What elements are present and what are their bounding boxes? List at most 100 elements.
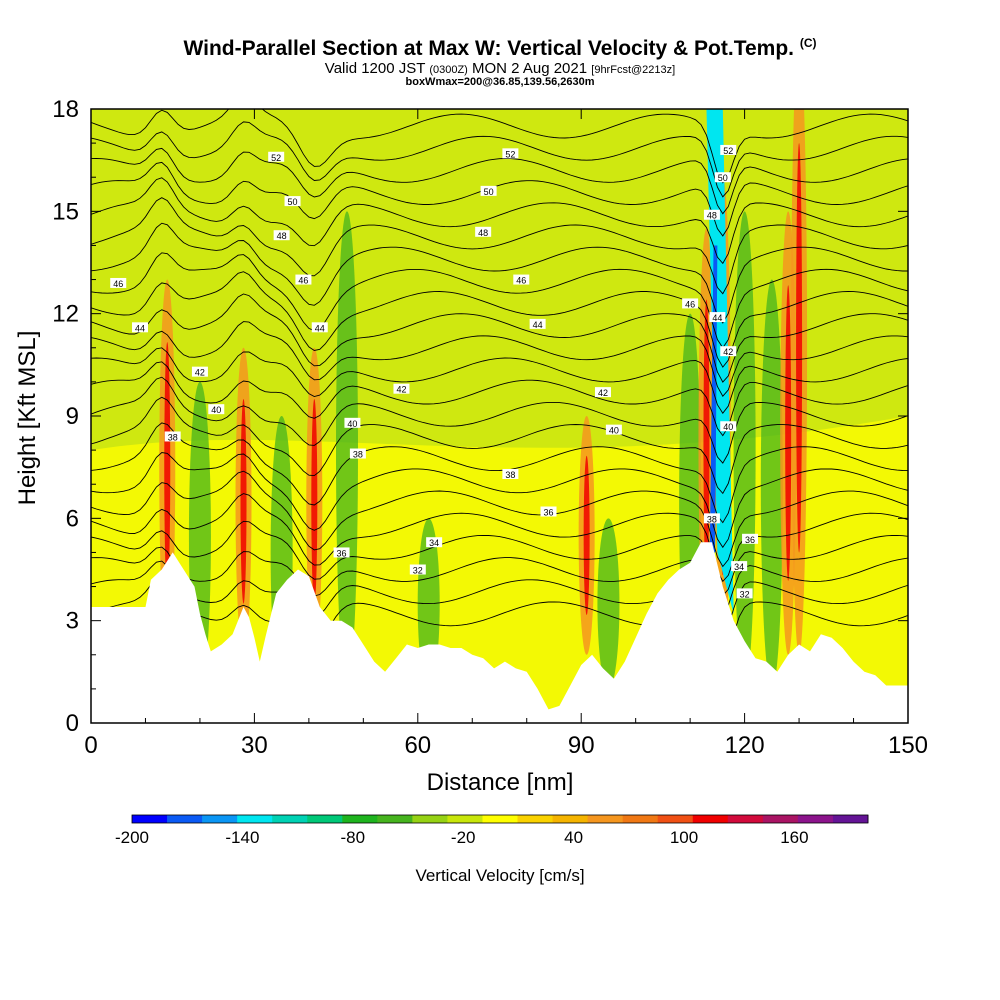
isentrope-line (91, 293, 908, 383)
x-tick-label: 120 (725, 732, 765, 759)
isentrope-label-text: 52 (505, 149, 515, 159)
isentrope-label: 40 (605, 424, 622, 436)
y-tick-label: 15 (52, 198, 79, 225)
colorbar-swatch (762, 815, 799, 823)
core-isentrope-label: 36 (742, 533, 759, 545)
core-isentrope-label-bg (720, 346, 737, 357)
colorbar-swatch (727, 815, 764, 823)
core-downdraft-strong (709, 245, 718, 553)
isentrope-label: 38 (502, 468, 519, 480)
core-isentrope-label-bg (731, 561, 748, 572)
valid-prefix: Valid 1200 JST (324, 60, 426, 77)
isentrope-label-text: 46 (113, 279, 123, 289)
isentrope-label: 34 (426, 537, 443, 548)
colorbar-swatch (832, 815, 869, 823)
colorbar-tick-label: 40 (564, 828, 583, 847)
isentrope-line (91, 147, 908, 215)
core-isentrope-label-text: 44 (712, 313, 722, 323)
isentrope-label-text: 40 (609, 426, 619, 436)
core-isentrope-label-bg (736, 588, 753, 599)
y-tick-label: 18 (52, 96, 79, 123)
colorbar-swatch (237, 815, 273, 823)
isentrope-label-text: 36 (337, 548, 347, 558)
isentrope-label: 44 (311, 322, 328, 333)
y-tick-label: 9 (66, 403, 79, 430)
isentrope-line (91, 493, 908, 583)
isentrope-label: 46 (295, 274, 312, 286)
isentrope-label-bg (502, 468, 519, 479)
isentrope-label-bg (164, 431, 181, 442)
isentrope-label: 32 (409, 564, 426, 576)
updraft-core (796, 143, 803, 553)
colorbar-swatch (447, 815, 483, 823)
isentrope-label: 38 (164, 431, 181, 442)
plot-area: 52 52 50 50 48 48 46 46 46 46 44 44 44 42 42 42 40 40 40 38… (91, 109, 908, 723)
isentrope-label-bg (502, 148, 519, 159)
isentrope-label-text: 42 (195, 368, 205, 378)
colorbar-swatch (622, 815, 659, 823)
isentrope-line (91, 361, 908, 437)
isentrope-line (91, 376, 908, 464)
isentrope-label: 36 (540, 506, 557, 518)
isentrope-label-text: 50 (288, 197, 298, 207)
colorbar-swatch (272, 815, 308, 823)
isentrope-label: 42 (191, 366, 208, 378)
core-isentrope-label-text: 42 (723, 347, 733, 357)
isentrope-label: 50 (284, 196, 301, 207)
updraft-core (240, 398, 247, 604)
isentrope-label-bg (682, 298, 699, 309)
valid-date: MON 2 Aug 2021 (472, 60, 588, 77)
downdraft-band (760, 279, 783, 689)
colorbar-tick-label: 160 (780, 828, 808, 847)
isentrope-label-text: 36 (544, 508, 554, 518)
isentrope-label-bg (311, 322, 328, 333)
isentrope-label: 44 (529, 318, 546, 330)
isentrope-label: 38 (349, 448, 366, 460)
colorbar-tick-label: -200 (115, 828, 149, 847)
isentrope-label-text: 48 (478, 228, 488, 238)
isentrope-line (91, 396, 908, 495)
colorbar-swatch (342, 815, 378, 823)
colorbar-frame (131, 814, 869, 824)
colorbar-swatch (517, 815, 554, 823)
isentrope-label: 52 (502, 148, 519, 159)
isentrope-label-text: 46 (685, 299, 695, 309)
isentrope-label-bg (513, 274, 530, 285)
isentrope-label: 42 (594, 387, 611, 398)
isentrope-label-text: 42 (598, 388, 608, 398)
isentrope-label-bg (393, 383, 410, 394)
core-isentrope-label-bg (742, 533, 759, 544)
isentrope-label-bg (594, 387, 611, 398)
core-isentrope-label-text: 34 (734, 562, 744, 572)
colorbar-swatch (167, 815, 203, 823)
isentrope-label-text: 40 (211, 405, 221, 415)
isentrope-label-bg (409, 564, 426, 575)
isentrope-label-bg (529, 318, 546, 329)
isentrope-label-text: 38 (353, 450, 363, 460)
chart-title: Wind-Parallel Section at Max W: Vertical… (0, 36, 1000, 61)
core-isentrope-label: 34 (731, 561, 748, 572)
colorbar-label: Vertical Velocity [cm/s] (415, 866, 584, 885)
isentrope-label-bg (132, 322, 149, 333)
isentrope-line (91, 177, 908, 265)
isentrope-label: 40 (344, 417, 361, 429)
isentrope-line (91, 121, 908, 198)
isentrope-label-text: 44 (315, 323, 325, 333)
isentrope-line (91, 222, 908, 324)
chart-title-mark: (C) (799, 36, 817, 50)
isentrope-label-text: 38 (168, 432, 178, 442)
isentrope-line (91, 321, 908, 397)
isentrope-line (91, 546, 908, 614)
updraft-core (583, 455, 590, 615)
y-axis-label: Height [Kft MSL] (14, 331, 41, 506)
core-isentrope-label: 52 (720, 144, 737, 156)
isentrope-line (91, 520, 908, 597)
isentrope-label: 48 (475, 226, 492, 238)
isentrope-label-bg (268, 151, 285, 162)
isentrope-label-text: 38 (505, 470, 515, 480)
x-tick-label: 150 (888, 732, 928, 759)
isentrope-line (91, 560, 908, 636)
x-tick-label: 90 (568, 732, 595, 759)
y-tick-label: 0 (66, 710, 79, 737)
core-isentrope-label-text: 48 (707, 211, 717, 221)
